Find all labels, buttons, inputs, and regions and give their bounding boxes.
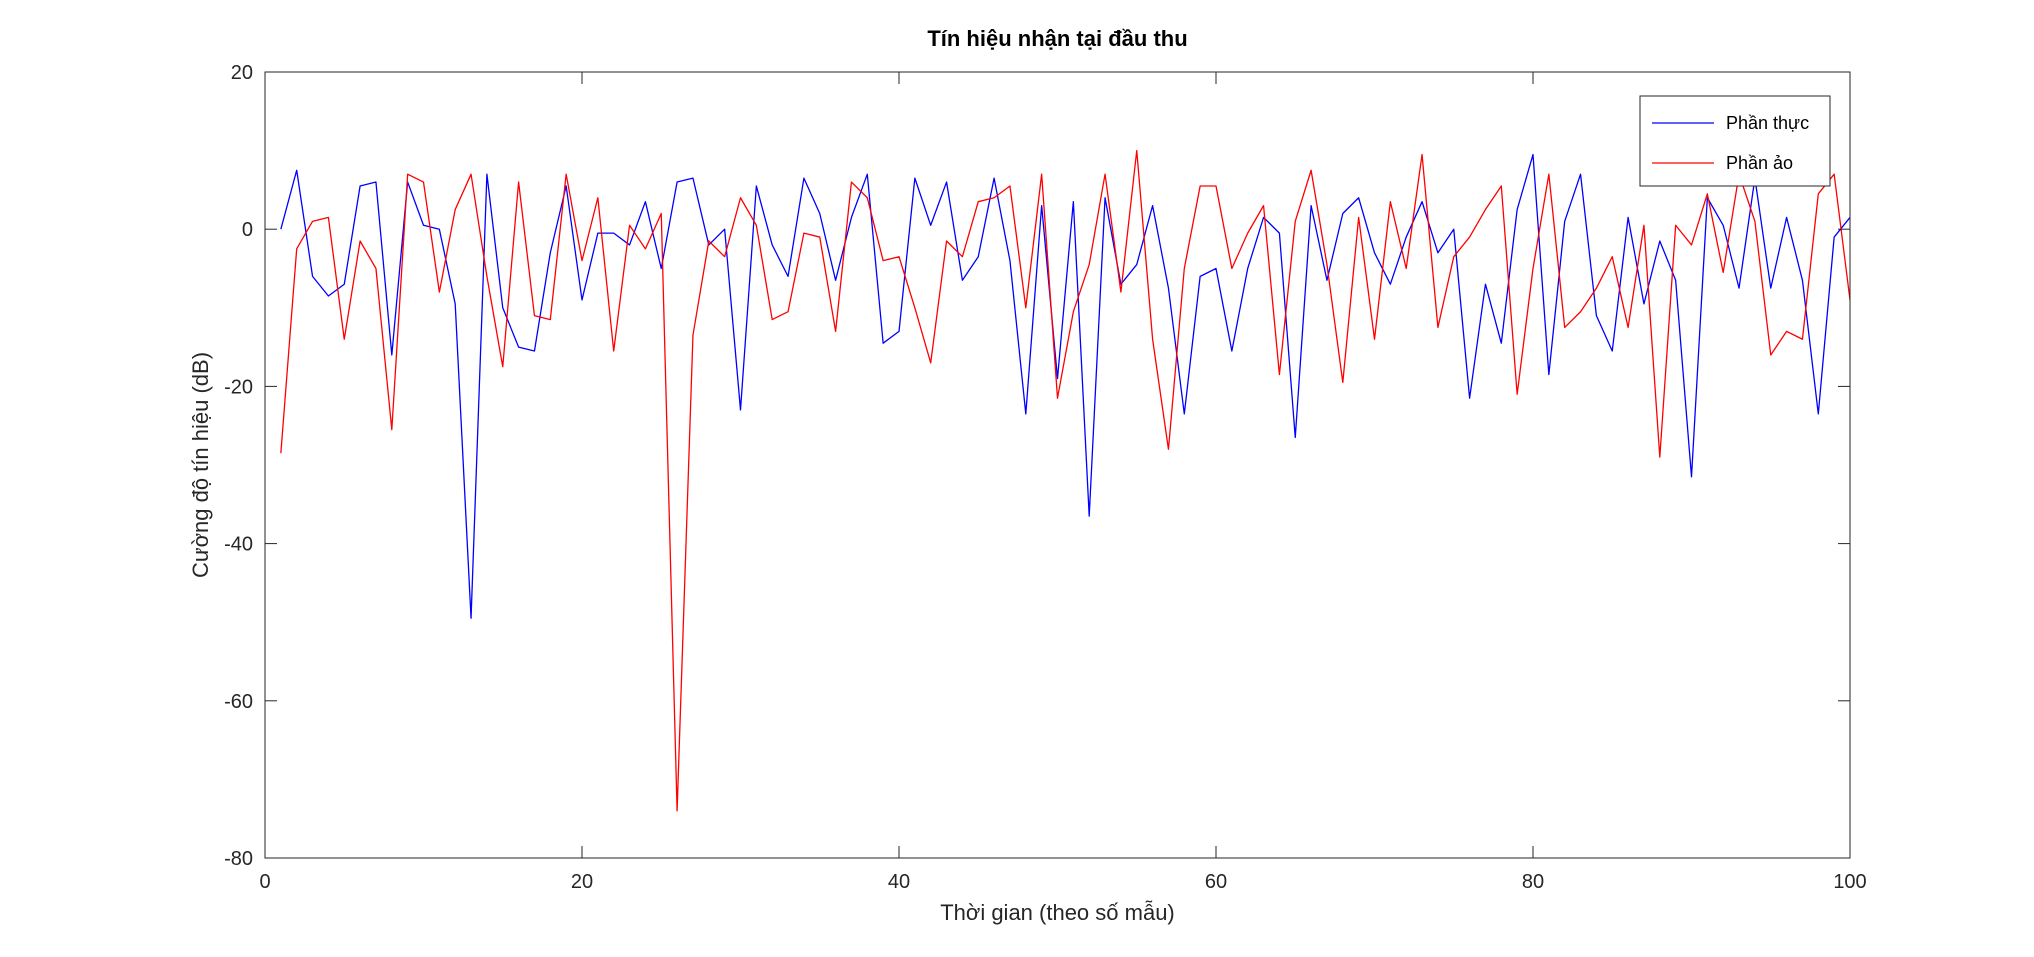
legend: Phần thực Phần ảo xyxy=(1639,95,1831,187)
x-tick-label: 40 xyxy=(888,871,910,893)
x-tick-label: 100 xyxy=(1833,871,1866,893)
x-tick-label: 0 xyxy=(259,871,270,893)
y-tick-label: -60 xyxy=(224,691,253,713)
plot-frame xyxy=(264,71,1851,859)
y-axis-label: Cường độ tín hiệu (dB) xyxy=(188,352,213,578)
x-tick-label: 60 xyxy=(1205,871,1227,893)
series-line-real xyxy=(280,153,1851,619)
y-tick-label: -40 xyxy=(224,534,253,556)
x-tick-label: 20 xyxy=(571,871,593,893)
y-tick-label: 0 xyxy=(242,219,253,241)
y-tick-label: 20 xyxy=(231,62,253,84)
chart-title: Tín hiệu nhận tại đầu thu xyxy=(927,26,1187,51)
legend-label-real: Phần thực xyxy=(1726,113,1809,133)
series-lines xyxy=(280,149,1851,812)
legend-box xyxy=(1639,95,1831,187)
legend-label-imag: Phần ảo xyxy=(1726,153,1793,173)
y-tick-label: -20 xyxy=(224,376,253,398)
series-line-imag xyxy=(280,149,1851,812)
x-axis-label: Thời gian (theo số mẫu) xyxy=(940,900,1175,925)
y-tick-label: -80 xyxy=(224,848,253,870)
x-tick-label: 80 xyxy=(1522,871,1544,893)
axis-ticks: 0 20 40 60 80 100 20 0 -20 -40 -60 -80 xyxy=(224,62,1867,893)
